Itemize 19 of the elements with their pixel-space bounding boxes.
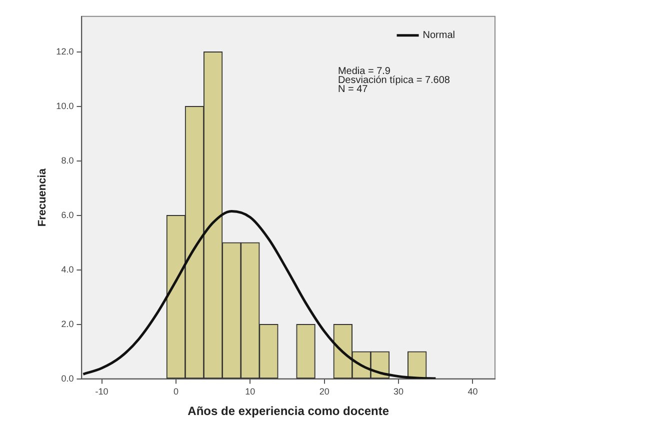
y-tick-label: 2.0: [61, 318, 74, 329]
x-tick-label: -10: [95, 386, 108, 397]
x-tick-label: 30: [394, 386, 404, 397]
y-tick-label: 8.0: [61, 155, 74, 166]
annotation: Desviación típica = 7.608: [338, 75, 450, 86]
annotation: N = 47: [338, 84, 368, 96]
x-tick-label: 20: [319, 386, 330, 397]
line-series: [82, 210, 437, 379]
y-axis-title: Frecuencia: [36, 168, 49, 227]
y-tick-label: 0.0: [61, 373, 74, 384]
x-tick-label: 10: [245, 386, 256, 397]
legend-label: Normal: [422, 30, 456, 42]
x-tick-label: 40: [468, 386, 478, 397]
y-tick-label: 6.0: [61, 210, 74, 220]
y-tick-label: 4.0: [61, 264, 74, 274]
x-tick-label: 0: [173, 386, 178, 397]
x-axis-title: Años de experiencia como docente: [188, 404, 390, 418]
y-tick-label: 12.0: [56, 46, 74, 56]
y-tick-label: 10.0: [56, 100, 74, 111]
